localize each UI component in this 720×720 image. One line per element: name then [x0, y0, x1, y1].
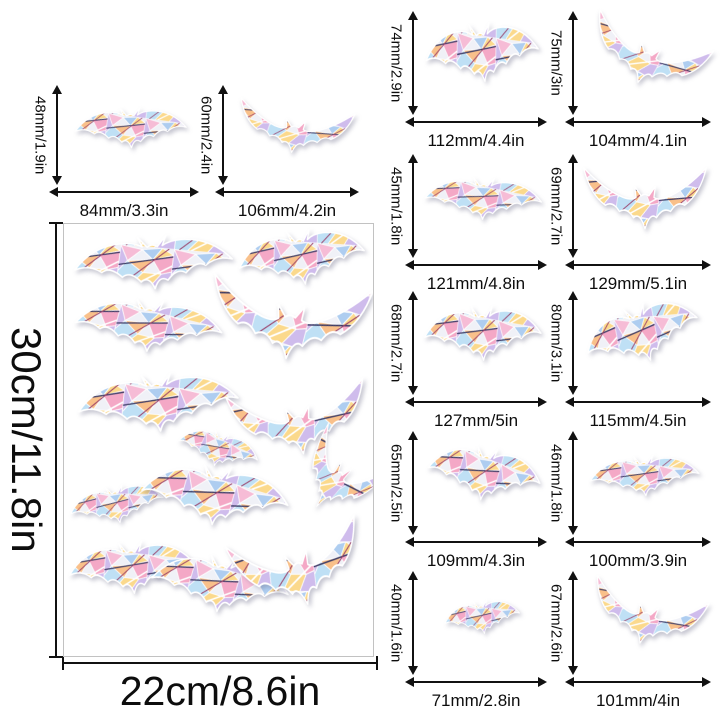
sheet-vertical-dimension-line [49, 222, 63, 658]
width-dimension-label: 100mm/3.9in [588, 551, 688, 570]
vertical-dimension-arrow [568, 431, 578, 535]
sheet-width-label: 22cm/8.6in [119, 668, 321, 714]
size-spec-cell-5: 68mm/2.7in 127mm/5in [386, 290, 547, 430]
horizontal-dimension-arrow [565, 117, 711, 127]
height-dimension-label: 48mm/1.9in [31, 95, 49, 175]
size-spec-cell-1: 74mm/2.9in 112mm/4.4in [386, 10, 547, 150]
horizontal-dimension-arrow [405, 537, 547, 547]
bat-icon [424, 439, 545, 509]
bat-sticker-illustration [64, 84, 198, 186]
bat-sticker-illustration [420, 153, 546, 259]
height-dimension-label: 46mm/1.8in [547, 443, 565, 523]
horizontal-dimension-arrow [405, 677, 547, 687]
width-dimension-label: 101mm/4in [595, 691, 681, 710]
height-dimension-label: 74mm/2.9in [387, 23, 405, 103]
height-dimension-label: 68mm/2.7in [387, 303, 405, 383]
bat-sticker-illustration [420, 290, 546, 396]
bat-icon [577, 287, 706, 379]
bat-icon [74, 105, 188, 151]
vertical-dimension-arrow [408, 11, 418, 115]
width-dimension-label: 129mm/5.1in [588, 274, 688, 293]
sheet-height-label: 30cm/11.8in [3, 327, 50, 553]
width-dimension-label: 109mm/4.3in [426, 551, 526, 570]
vertical-dimension-arrow [408, 431, 418, 535]
size-spec-cell-6: 80mm/3.1in 115mm/4.5in [546, 287, 711, 430]
height-dimension-label: 75mm/3in [547, 30, 565, 96]
size-spec-cell-10: 67mm/2.6in 101mm/4in [546, 570, 711, 710]
vertical-dimension-arrow [568, 154, 578, 258]
bat-icon [582, 166, 708, 230]
loose-bat-cell-2: 60mm/2.4in 106mm/4.2in [196, 84, 359, 220]
bat-icon [588, 451, 701, 501]
horizontal-dimension-arrow [49, 187, 199, 197]
height-dimension-label: 60mm/2.4in [197, 95, 215, 175]
horizontal-dimension-arrow [565, 260, 711, 270]
bat-sticker-illustration [580, 430, 710, 536]
bat-icon [233, 97, 356, 161]
vertical-dimension-arrow [408, 571, 418, 675]
width-dimension-label: 84mm/3.3in [79, 201, 169, 220]
vertical-dimension-arrow [568, 11, 578, 115]
bat-icon [423, 175, 543, 222]
size-spec-cell-7: 65mm/2.5in 109mm/4.3in [386, 430, 547, 570]
horizontal-dimension-arrow [405, 117, 547, 127]
bat-icon [583, 574, 711, 658]
horizontal-dimension-arrow [405, 260, 547, 270]
height-dimension-label: 67mm/2.6in [547, 583, 565, 663]
bat-icon [421, 17, 542, 89]
sticker-sheet [63, 223, 374, 657]
horizontal-dimension-arrow [565, 537, 711, 547]
vertical-dimension-arrow [408, 291, 418, 395]
horizontal-dimension-arrow [215, 187, 359, 197]
size-spec-cell-9: 40mm/1.6in 71mm/2.8in [386, 570, 547, 710]
vertical-dimension-arrow [568, 571, 578, 675]
width-dimension-label: 112mm/4.4in [427, 131, 525, 150]
bat-sticker-illustration [580, 153, 710, 259]
vertical-dimension-arrow [218, 85, 228, 185]
bat-sticker-illustration [577, 287, 710, 396]
bat-sticker-illustration [420, 570, 546, 676]
width-dimension-label: 104mm/4.1in [588, 131, 688, 150]
width-dimension-label: 106mm/4.2in [237, 201, 337, 220]
width-dimension-label: 127mm/5in [433, 411, 519, 430]
height-dimension-label: 40mm/1.6in [387, 583, 405, 663]
size-spec-cell-8: 46mm/1.8in 100mm/3.9in [546, 430, 711, 570]
height-dimension-label: 69mm/2.7in [547, 166, 565, 246]
horizontal-dimension-arrow [565, 677, 711, 687]
bat-icon [422, 303, 543, 363]
horizontal-dimension-arrow [405, 397, 547, 407]
sheet-horizontal-dimension-line [62, 656, 378, 670]
bat-sticker-illustration [580, 8, 715, 116]
width-dimension-label: 121mm/4.8in [426, 274, 526, 293]
bat-sticker-illustration [230, 84, 358, 186]
height-dimension-label: 65mm/2.5in [387, 443, 405, 523]
horizontal-dimension-arrow [565, 397, 711, 407]
height-dimension-label: 45mm/1.8in [387, 166, 405, 246]
loose-bat-cell-1: 48mm/1.9in 84mm/3.3in [30, 84, 199, 220]
vertical-dimension-arrow [408, 154, 418, 258]
bat-icon [442, 594, 523, 640]
height-dimension-label: 80mm/3.1in [547, 303, 565, 383]
bat-sticker-illustration [420, 430, 546, 536]
bat-sticker-illustration [420, 10, 546, 116]
size-spec-cell-2: 75mm/3in 104mm/4.1in [546, 8, 715, 150]
size-spec-cell-3: 45mm/1.8in 121mm/4.8in [386, 153, 547, 293]
bat-icon [580, 8, 715, 104]
vertical-dimension-arrow [52, 85, 62, 185]
vertical-dimension-arrow [568, 291, 578, 395]
width-dimension-label: 115mm/4.5in [589, 411, 687, 430]
width-dimension-label: 71mm/2.8in [431, 691, 521, 710]
bat-sticker-illustration [580, 570, 711, 676]
size-spec-cell-4: 69mm/2.7in 129mm/5.1in [546, 153, 711, 293]
